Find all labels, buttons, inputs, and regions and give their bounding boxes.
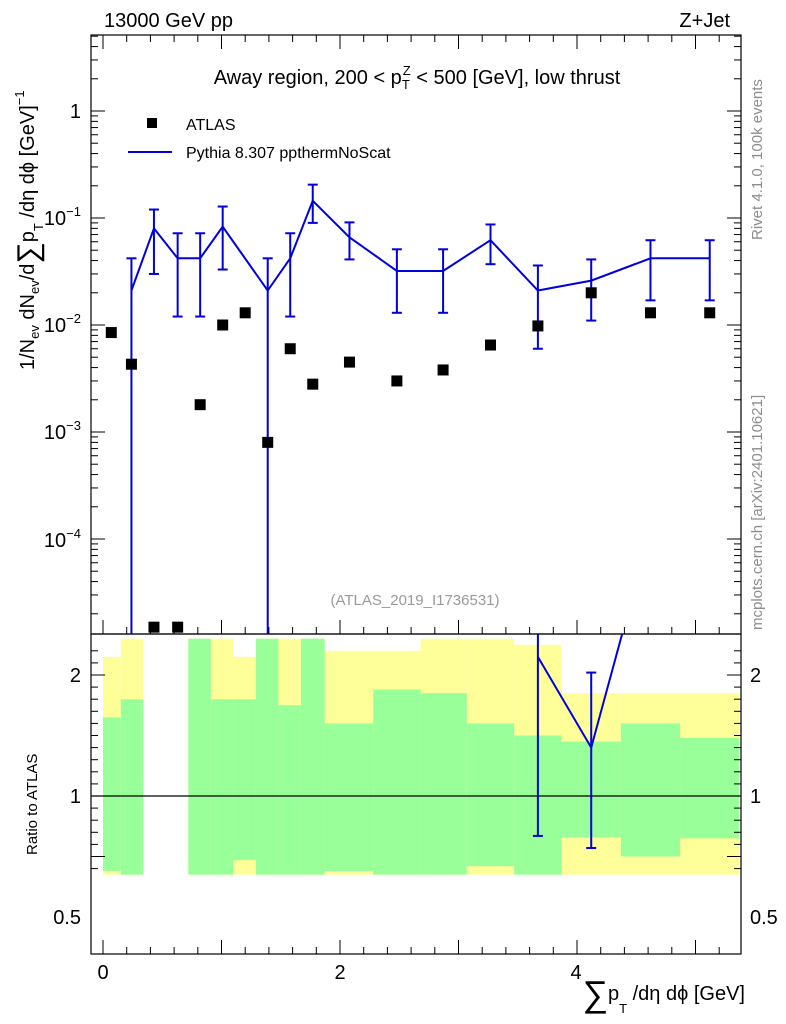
data-point — [194, 399, 206, 411]
ratio-band-green-1 — [120, 699, 144, 875]
mc-error-bars — [126, 183, 715, 634]
data-point — [644, 307, 656, 319]
ratio-mc-line — [537, 634, 624, 751]
mcplots-label: mcplots.cern.ch [arXiv:2401.10621] — [749, 395, 766, 630]
ratio-tick-label-2-right: 2 — [750, 665, 761, 687]
ratio-band-green-12 — [420, 693, 467, 875]
y-tick-label-1: 1 — [70, 101, 81, 123]
legend-data-label: ATLAS — [186, 117, 236, 134]
main-y-tick-labels: 1 10−1 10−2 10−3 10−4 — [44, 101, 81, 552]
x-tick-label-0: 0 — [97, 962, 108, 984]
analysis-watermark: (ATLAS_2019_I1736531) — [330, 592, 499, 609]
mc-series-line — [130, 198, 710, 293]
ratio-bands-green — [103, 638, 740, 875]
ratio-mc-series — [532, 634, 624, 850]
data-point — [532, 320, 544, 332]
header-right-label: Z+Jet — [679, 10, 730, 32]
ratio-band-green-5 — [210, 699, 234, 875]
ratio-tick-label-2-left: 2 — [70, 665, 81, 687]
y-tick-label-0.1: 10−1 — [44, 204, 81, 230]
data-points — [105, 287, 716, 633]
x-axis-label: ∑pT /dη dϕ [GeV] — [582, 973, 745, 1016]
data-point — [239, 307, 251, 319]
ratio-tick-label-1-left: 1 — [70, 786, 81, 808]
legend-data-marker — [147, 118, 157, 128]
ratio-tick-label-0.5-right: 0.5 — [750, 907, 778, 929]
data-point — [343, 356, 355, 368]
ratio-band-green-17 — [680, 737, 740, 839]
data-point — [262, 436, 274, 448]
ratio-tick-label-0.5-left: 0.5 — [53, 907, 81, 929]
ratio-band-green-8 — [278, 705, 301, 875]
legend-mc-label: Pythia 8.307 ppthermNoScat — [186, 145, 391, 162]
data-point — [105, 327, 117, 339]
axis-ticks — [91, 35, 741, 954]
ratio-band-green-16 — [620, 723, 681, 857]
x-tick-labels: 0 2 4 — [97, 962, 581, 984]
data-point — [704, 307, 716, 319]
y-tick-label-0.001: 10−3 — [44, 418, 81, 444]
main-y-axis-label: 1/Nev dNev/d∑pT /dη dϕ [GeV]−1 — [12, 90, 46, 370]
ratio-band-green-7 — [255, 638, 279, 875]
ratio-band-green-4 — [188, 638, 211, 875]
data-point — [148, 621, 160, 633]
ratio-band-green-11 — [373, 689, 421, 875]
x-tick-label-2: 2 — [334, 962, 345, 984]
ratio-tick-label-1-right: 1 — [750, 786, 761, 808]
ratio-y-tick-labels: 2 1 0.5 2 1 0.5 — [53, 665, 778, 929]
ratio-band-green-9 — [300, 638, 325, 875]
ratio-panel-frame — [90, 633, 742, 955]
data-point — [391, 375, 403, 387]
header-left-label: 13000 GeV pp — [104, 10, 233, 32]
rivet-version-label: Rivet 4.1.0, 100k events — [749, 79, 766, 240]
data-point — [284, 343, 296, 355]
chart-title: Away region, 200 < pTZ < 500 [GeV], low … — [214, 63, 621, 92]
data-point — [217, 319, 229, 331]
data-point — [437, 364, 449, 376]
y-tick-label-0.0001: 10−4 — [44, 526, 81, 552]
data-point — [585, 287, 597, 299]
legend: ATLAS Pythia 8.307 ppthermNoScat — [128, 117, 391, 162]
data-point — [307, 378, 319, 390]
data-point — [125, 358, 137, 370]
x-tick-label-4: 4 — [570, 962, 581, 984]
data-point — [484, 339, 496, 351]
ratio-band-green-0 — [103, 717, 121, 872]
ratio-band-green-6 — [233, 699, 256, 861]
data-point — [172, 621, 184, 633]
y-tick-label-0.01: 10−2 — [44, 311, 81, 337]
ratio-band-green-13 — [466, 723, 515, 867]
ratio-band-green-10 — [324, 723, 374, 872]
ratio-y-axis-label: Ratio to ATLAS — [24, 754, 41, 855]
